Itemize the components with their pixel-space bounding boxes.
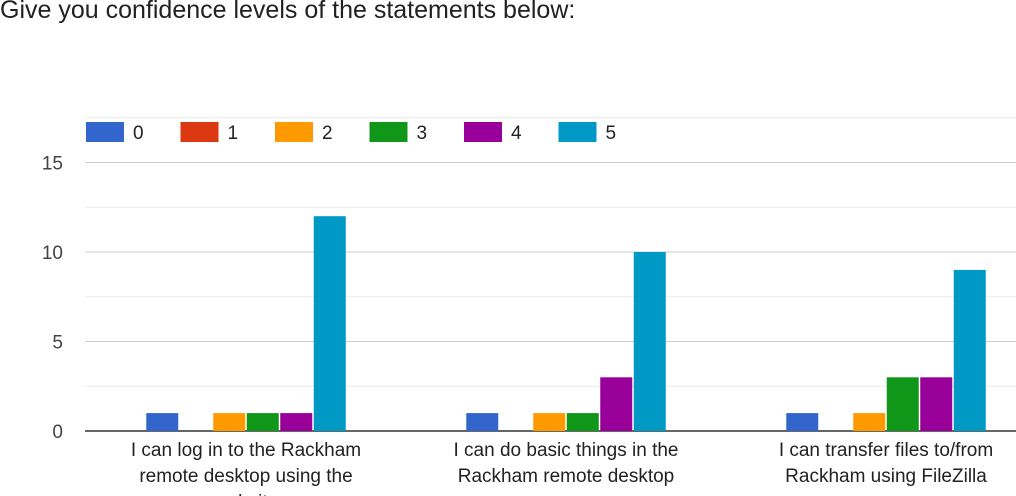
bar-2-cat-1: [213, 413, 246, 431]
bar-4-cat-2: [600, 377, 633, 431]
bar-2-cat-3: [853, 413, 886, 431]
bar-3-cat-2: [566, 413, 599, 431]
bar-3-cat-3: [886, 377, 919, 431]
bar-0-cat-3: [786, 413, 819, 431]
chart-title: Give you confidence levels of the statem…: [0, 0, 576, 24]
y-tick-label: 10: [42, 243, 63, 264]
legend-label-5: 5: [606, 123, 617, 144]
legend-swatch-4: [464, 122, 502, 142]
legend-swatch-5: [558, 122, 597, 142]
bar-0-cat-1: [146, 413, 179, 431]
y-tick-label: 15: [42, 154, 63, 175]
bar-5-cat-1: [313, 216, 346, 431]
y-tick-label: 0: [52, 422, 63, 443]
bar-0-cat-2: [466, 413, 499, 431]
x-category-label: I can do basic things in the: [454, 440, 679, 461]
x-category-label: I can transfer files to/from: [779, 440, 993, 461]
bar-4-cat-1: [280, 413, 313, 431]
x-category-label: I can log in to the Rackham: [131, 440, 361, 461]
bar-3-cat-1: [246, 413, 279, 431]
x-category-label: remote desktop using the: [139, 466, 352, 487]
bar-5-cat-2: [633, 252, 666, 431]
legend-label-1: 1: [228, 123, 239, 144]
y-tick-label: 5: [52, 333, 63, 354]
legend-label-4: 4: [511, 123, 522, 144]
legend-swatch-3: [369, 122, 408, 142]
bar-2-cat-2: [533, 413, 566, 431]
x-category-label: Rackham using FileZilla: [785, 466, 987, 487]
legend-label-0: 0: [133, 123, 144, 144]
bar-4-cat-3: [920, 377, 953, 431]
legend-label-3: 3: [417, 123, 428, 144]
x-category-label: website: [213, 492, 278, 496]
bar-5-cat-3: [953, 269, 986, 431]
legend-label-2: 2: [322, 123, 333, 144]
x-category-label: Rackham remote desktop: [458, 466, 675, 487]
legend-swatch-1: [180, 122, 219, 142]
legend-swatch-0: [86, 122, 124, 142]
legend-swatch-2: [275, 122, 313, 142]
